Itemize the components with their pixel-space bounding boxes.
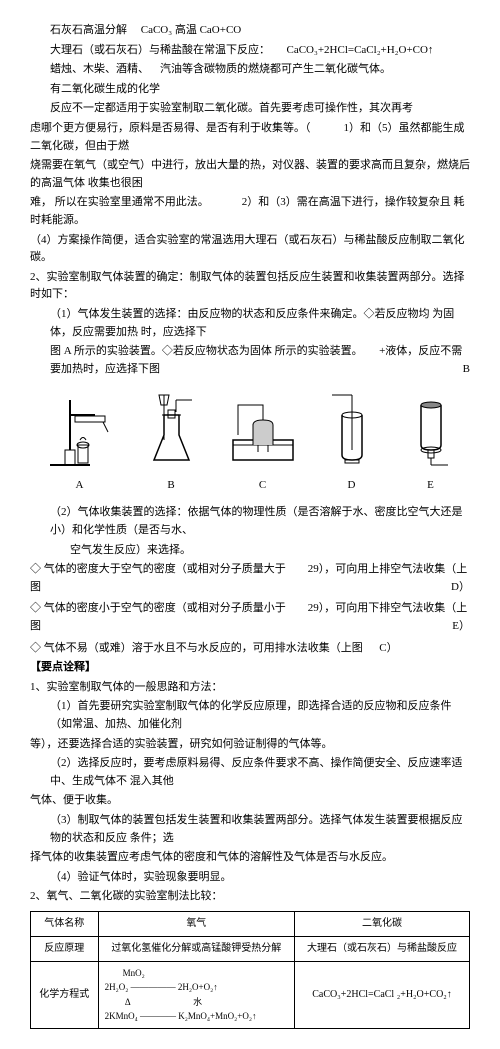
apparatus-d: D xyxy=(327,390,377,494)
formula: MnO₂ xyxy=(123,968,145,978)
text-line: 蜡烛、木柴、酒精、 汽油等含碳物质的燃烧都可产生二氧化碳气体。 xyxy=(50,61,470,79)
txt: ◇ 气体不易（或难）溶于水且不与水反应的，可用排水法收集（上图 xyxy=(30,642,363,654)
text-line: 烧需要在氧气（或空气）中进行，放出大量的热，对仪器、装置的要求高而且复杂，燃烧后… xyxy=(30,157,470,192)
text-line: （4）方案操作简便，适合实验室的常温选用大理石（或石灰石）与稀盐酸反应制取二氧化… xyxy=(30,232,470,267)
text-line: 2、氧气、二氧化碳的实验室制法比较： xyxy=(30,888,470,906)
text-line: 2、实验室制取气体装置的确定：制取气体的装置包括反应生装置和收集装置两部分。选择… xyxy=(30,269,470,304)
text-line: 石灰石高温分解 CaCO₃ 高温 CaO+CO xyxy=(50,22,470,40)
apparatus-c: C xyxy=(228,390,298,494)
text-line: ◇ 气体的密度大于空气的密度（或相对分子质量大于 29），可向用上排空气法收集（… xyxy=(30,561,470,596)
table-row: 化学方程式 MnO₂ 2H₂O₂ ————— 2H₂O+O₂↑ Δ 水 2KMn… xyxy=(31,961,470,1028)
cell: 二氧化碳 xyxy=(295,911,470,936)
text-line: （3）制取气体的装置包括发生装置和收集装置两部分。选择气体发生装置要根据反应物的… xyxy=(50,812,470,847)
formula: 2KMnO₄ ———— K₂MnO₄+MnO₂+O₂↑ xyxy=(105,1011,257,1021)
apparatus-e: E xyxy=(406,390,456,494)
formula: CaCO₃ 高温 CaO+CO xyxy=(141,24,241,36)
text-line: 图 A 所示的实验装置。◇若反应物状态为固体 所示的实验装置。 +液体，反应不需… xyxy=(50,343,470,378)
label-c: C xyxy=(228,477,298,495)
txt: （2）选择反应时，要考虑原料易得、反应条件要求不高、操作简便安全、反应速率适中、… xyxy=(50,757,463,787)
section-title: 【要点诠释】 xyxy=(30,659,470,677)
text-line: （1）气体发生装置的选择：由反应物的状态和反应条件来确定。◇若反应物均 为固体，… xyxy=(50,306,470,341)
txt: 有二氧化碳生成的化学 xyxy=(50,83,160,95)
txt: ◇ 气体的密度大于空气的密度（或相对分子质量大于 xyxy=(30,563,286,575)
text-line: （2）选择反应时，要考虑原料易得、反应条件要求不高、操作简便安全、反应速率适中、… xyxy=(50,755,470,790)
cell: 反应原理 xyxy=(31,936,99,961)
label-d: D xyxy=(327,477,377,495)
txt: 烧需要在氧气（或空气）中进行，放出大量的热，对仪器、装置的要求高而且复杂，燃烧后… xyxy=(30,159,470,189)
txt: 等），还要选择合适的实验装置，研究如何验证制得的气体等。 xyxy=(30,738,333,750)
text-line: 气体、便于收集。 xyxy=(30,792,470,810)
txt: 图 A 所示的实验装置。◇若反应物状态为固体 xyxy=(50,345,272,357)
cell: CaCO₃+2HCl=CaCl ₂+H₂O+CO₂↑ xyxy=(295,961,470,1028)
text-line: 择气体的收集装置应考虑气体的密度和气体的溶解性及气体是否与水反应。 xyxy=(30,849,470,867)
cell: 气体名称 xyxy=(31,911,99,936)
letter-e: E） xyxy=(452,618,470,636)
letter-b: B xyxy=(463,361,470,379)
txt: C） xyxy=(379,642,397,654)
text-line: 难， 所以在实验室里通常不用此法。 2）和（3）需在高温下进行，操作较复杂且 耗… xyxy=(30,194,470,229)
txt: 汽油等含碳物质的燃烧都可产生二氧化碳气体。 xyxy=(160,63,391,75)
txt: （1）气体发生装置的选择：由反应物的状态和反应条件来确定。◇若反应物均 为固体，… xyxy=(50,308,454,338)
txt: 择气体的收集装置应考虑气体的密度和气体的溶解性及气体是否与水反应。 xyxy=(30,851,393,863)
text-line: 大理石（或石灰石）与稀盐酸在常温下反应： CaCO₃+2HCl=CaCl₂+H₂… xyxy=(50,42,470,60)
cell: 化学方程式 xyxy=(31,961,99,1028)
txt: 难， 所以在实验室里通常不用此法。 xyxy=(30,196,209,208)
txt: 【要点诠释】 xyxy=(30,661,96,673)
txt: 蜡烛、木柴、酒精、 xyxy=(50,63,149,75)
text-line: ◇ 气体的密度小于空气的密度（或相对分子质量小于 29），可向用下排空气法收集（… xyxy=(30,600,470,635)
txt: 反应不一定都适用于实验室制取二氧化碳。首先要考虑可操作性，其次再考 xyxy=(50,102,413,114)
txt: ◇ 气体的密度小于空气的密度（或相对分子质量小于 xyxy=(30,602,286,614)
text-line: 空气发生反应）来选择。 xyxy=(70,542,470,560)
txt: 大理石（或石灰石）与稀盐酸在常温下反应： xyxy=(50,44,270,56)
txt: 所示的实验装置。 xyxy=(275,345,363,357)
text-line: （1）首先要研究实验室制取气体的化学反应原理，即选择合适的反应物和反应条件（如常… xyxy=(50,698,470,733)
text-line: （2）气体收集装置的选择：依据气体的物理性质（是否溶解于水、密度比空气大还是小）… xyxy=(50,504,470,539)
table-row: 反应原理 过氧化氢催化分解或高锰酸钾受热分解 大理石（或石灰石）与稀盐酸反应 xyxy=(31,936,470,961)
text-line: 反应不一定都适用于实验室制取二氧化碳。首先要考虑可操作性，其次再考 xyxy=(50,100,470,118)
table-row: 气体名称 氧气 二氧化碳 xyxy=(31,911,470,936)
txt: （3）制取气体的装置包括发生装置和收集装置两部分。选择气体发生装置要根据反应物的… xyxy=(50,814,463,844)
cell: 过氧化氢催化分解或高锰酸钾受热分解 xyxy=(98,936,294,961)
text-line: （4）验证气体时，实验现象要明显。 xyxy=(50,869,470,887)
txt: 虑哪个更方便易行，原料是否易得、是否有利于收集等。（ xyxy=(30,122,311,134)
txt: 石灰石高温分解 xyxy=(50,24,127,36)
cell: 氧气 xyxy=(98,911,294,936)
apparatus-diagrams: A B C D xyxy=(30,390,470,494)
txt: （4）验证气体时，实验现象要明显。 xyxy=(50,871,232,883)
apparatus-a: A xyxy=(45,390,115,494)
label-b: B xyxy=(144,477,199,495)
apparatus-b: B xyxy=(144,390,199,494)
text-line: 1、实验室制取气体的一般思路和方法： xyxy=(30,679,470,697)
txt: 2、实验室制取气体装置的确定：制取气体的装置包括反应生装置和收集装置两部分。选择… xyxy=(30,271,465,301)
comparison-table: 气体名称 氧气 二氧化碳 反应原理 过氧化氢催化分解或高锰酸钾受热分解 大理石（… xyxy=(30,911,470,1029)
text-line: ◇ 气体不易（或难）溶于水且不与水反应的，可用排水法收集（上图 C） xyxy=(30,640,470,658)
txt: （4）方案操作简便，适合实验室的常温选用大理石（或石灰石）与稀盐酸反应制取二氧化… xyxy=(30,234,465,264)
formula: Δ xyxy=(125,997,130,1007)
text-line: 等），还要选择合适的实验装置，研究如何验证制得的气体等。 xyxy=(30,736,470,754)
txt: 空气发生反应）来选择。 xyxy=(70,544,191,556)
cell: MnO₂ 2H₂O₂ ————— 2H₂O+O₂↑ Δ 水 2KMnO₄ ———… xyxy=(98,961,294,1028)
txt: 1、实验室制取气体的一般思路和方法： xyxy=(30,681,223,693)
text-line: 有二氧化碳生成的化学 xyxy=(50,81,470,99)
txt: 气体、便于收集。 xyxy=(30,794,118,806)
formula: CaCO₃+2HCl=CaCl₂+H₂O+CO↑ xyxy=(287,44,434,56)
label-e: E xyxy=(406,477,456,495)
text-line: 虑哪个更方便易行，原料是否易得、是否有利于收集等。（ 1）和（5）虽然都能生成二… xyxy=(30,120,470,155)
formula: 2H₂O₂ ————— 2H₂O+O₂↑ xyxy=(105,982,218,992)
txt: 2、氧气、二氧化碳的实验室制法比较： xyxy=(30,890,223,902)
txt: （2）气体收集装置的选择：依据气体的物理性质（是否溶解于水、密度比空气大还是小）… xyxy=(50,506,463,536)
label-a: A xyxy=(45,477,115,495)
cell: 大理石（或石灰石）与稀盐酸反应 xyxy=(295,936,470,961)
letter-d: D） xyxy=(451,579,470,597)
txt: （1）首先要研究实验室制取气体的化学反应原理，即选择合适的反应物和反应条件（如常… xyxy=(50,700,452,730)
